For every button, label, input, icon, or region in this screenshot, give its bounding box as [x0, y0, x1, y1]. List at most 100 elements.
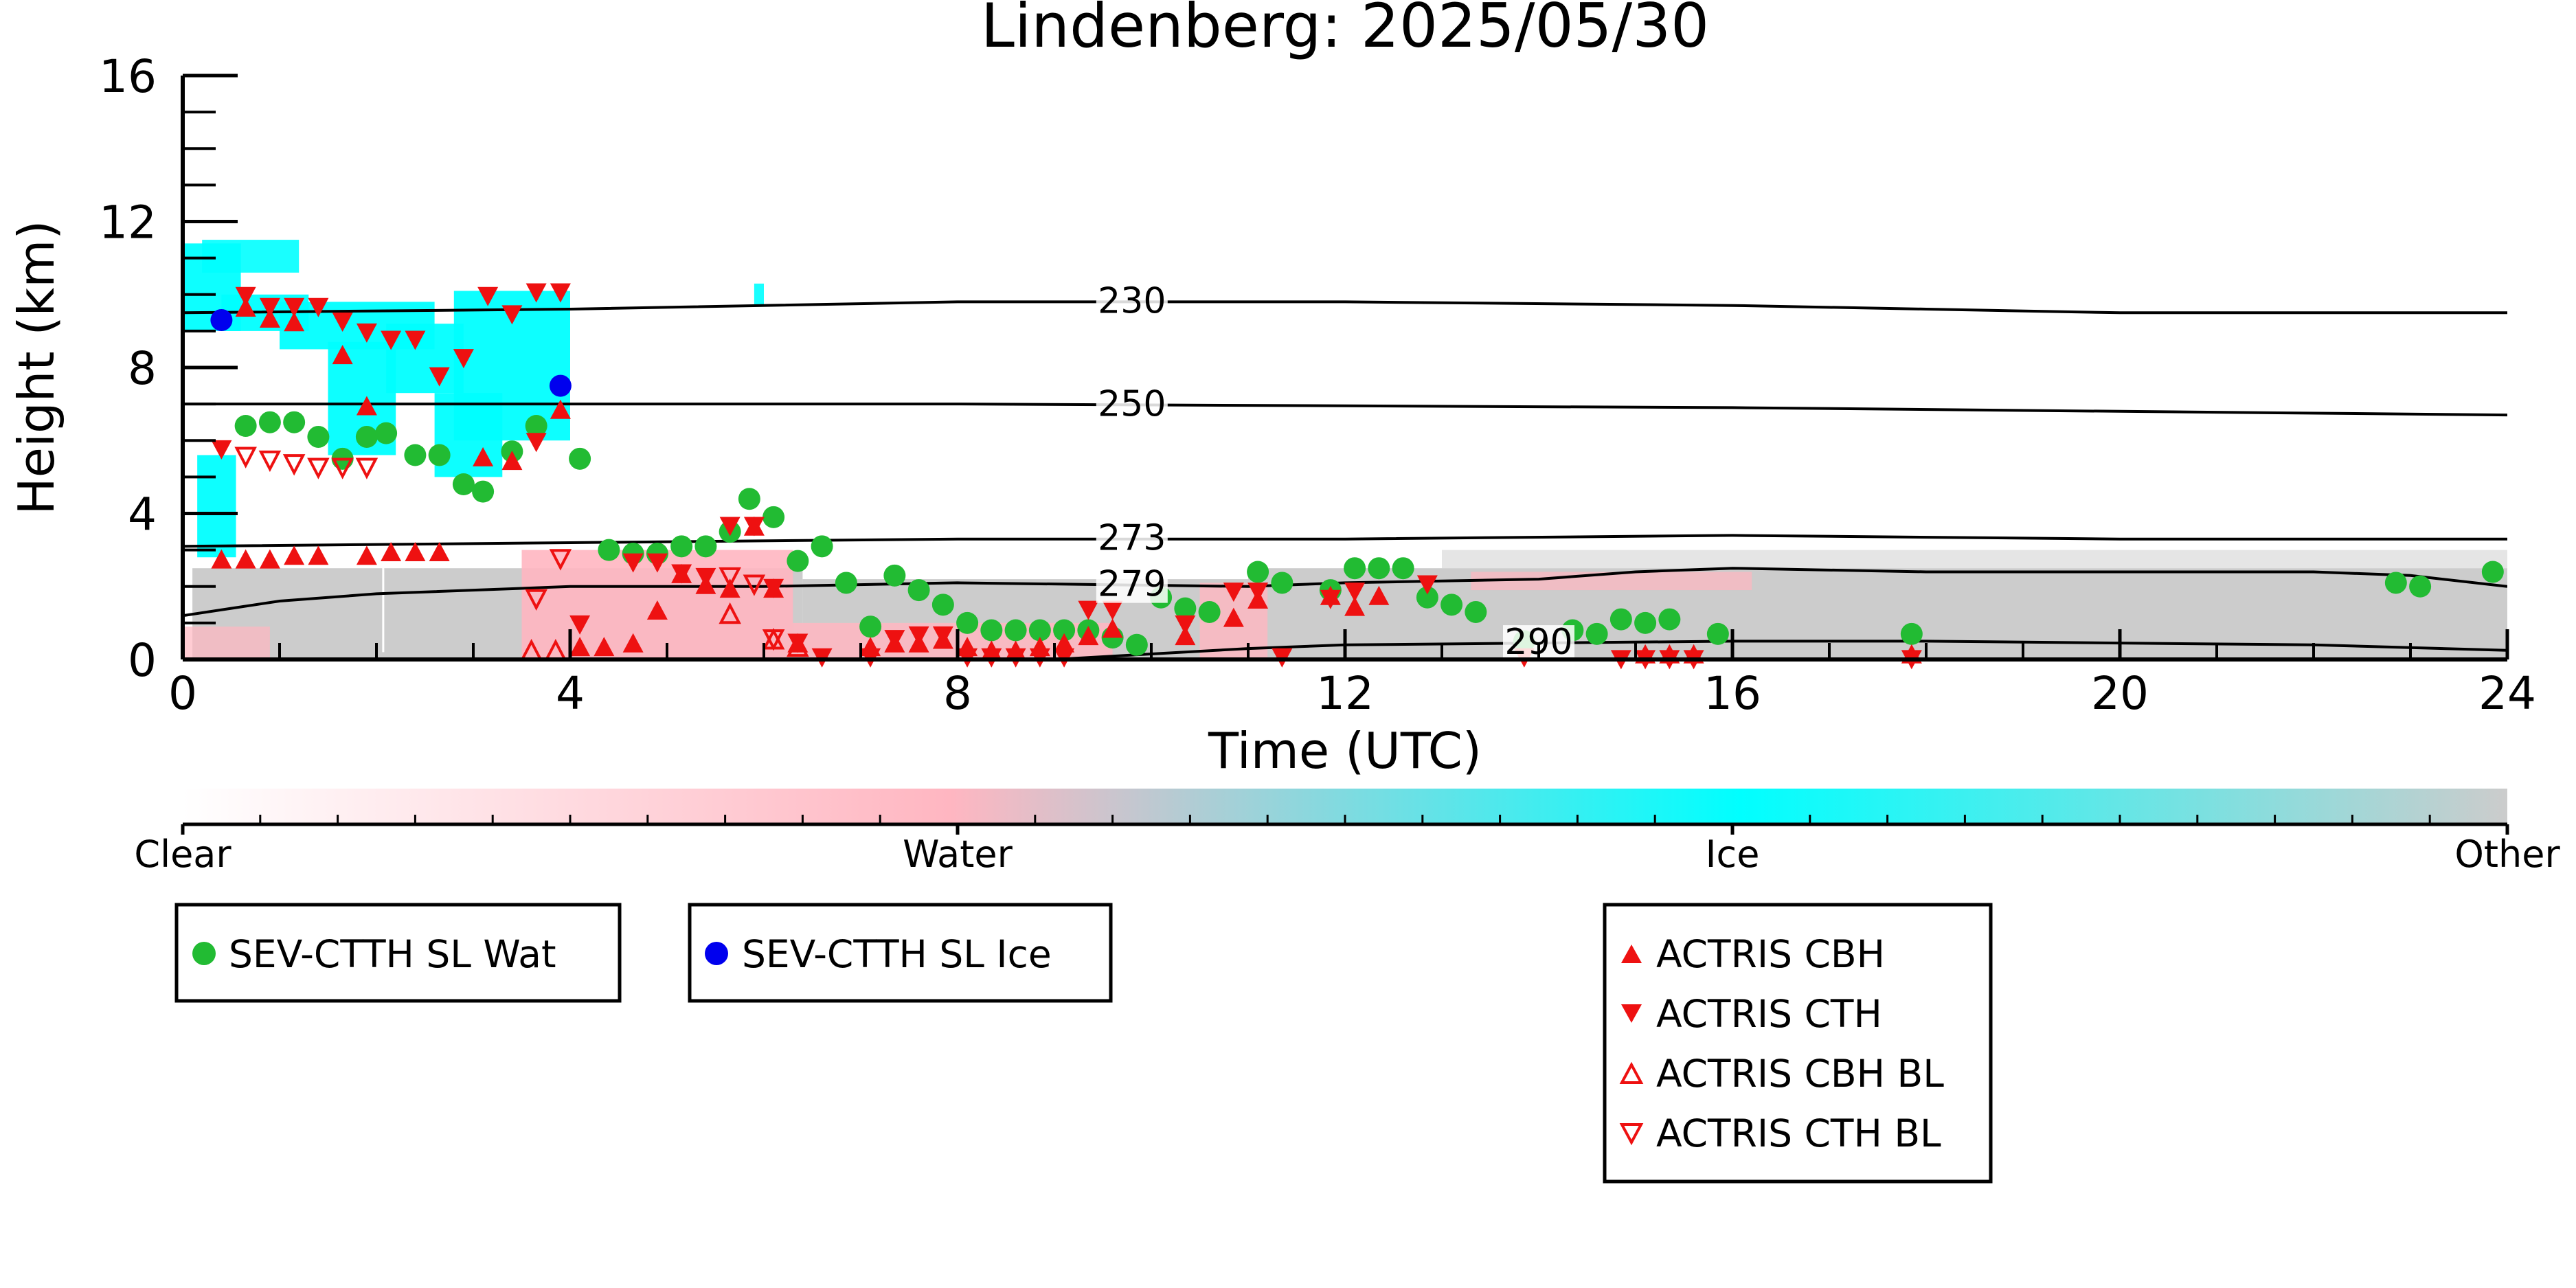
marker-actris-cth-6 [356, 323, 377, 343]
marker-actris-cbh-bl-2 [719, 602, 741, 624]
colorbar-ticks [181, 815, 2509, 835]
marker-actris-cbh-5 [259, 549, 280, 569]
marker-sev-ctth-sl-wat-26 [883, 564, 906, 587]
legend-marker-actris-cbh-bl [1619, 1061, 1644, 1084]
marker-actris-cth-8 [405, 330, 426, 350]
marker-sev-ctth-sl-wat-0 [234, 415, 257, 437]
marker-actris-cth-0 [211, 440, 232, 460]
colorbar-label-ice: Ice [1706, 833, 1760, 876]
legend-marker-sev-ice [705, 942, 728, 965]
marker-sev-ctth-sl-wat-59 [2481, 561, 2504, 583]
marker-actris-cbh-43 [1368, 585, 1390, 605]
marker-sev-ctth-sl-wat-21 [762, 506, 785, 528]
marker-actris-cbh-35 [1054, 633, 1075, 653]
chart-title: Lindenberg: 2025/05/30 [981, 0, 1709, 61]
isotherm-line-250 [183, 403, 2507, 417]
marker-sev-ctth-sl-wat-39 [1198, 600, 1221, 623]
marker-actris-cbh-16 [550, 399, 571, 419]
legend-marker-actris-cbh [1621, 945, 1642, 963]
marker-sev-ctth-sl-wat-52 [1609, 608, 1632, 631]
marker-actris-cth-bl-4 [331, 457, 354, 479]
marker-actris-cth-bl-7 [549, 549, 572, 571]
marker-actris-cth-18 [646, 553, 668, 573]
marker-sev-ctth-sl-wat-58 [2409, 575, 2432, 598]
marker-sev-ctth-sl-wat-5 [355, 425, 378, 448]
marker-sev-ctth-sl-wat-32 [1028, 619, 1051, 642]
marker-sev-ctth-sl-wat-8 [428, 444, 451, 466]
y-tick-label-0: 0 [128, 634, 157, 687]
marker-sev-ctth-sl-wat-36 [1125, 633, 1148, 656]
marker-actris-cbh-13 [429, 541, 450, 561]
marker-actris-cbh-38 [1175, 626, 1196, 646]
marker-actris-cbh-20 [646, 600, 668, 620]
colorbar-label-water: Water [903, 833, 1013, 876]
marker-actris-cth-17 [622, 553, 644, 573]
marker-actris-cth-5 [332, 312, 353, 332]
marker-actris-cbh-42 [1344, 596, 1366, 616]
isotherm-line-273 [183, 534, 2507, 548]
marker-actris-cbh-2 [259, 308, 280, 328]
marker-actris-cth-37 [1175, 615, 1196, 635]
marker-actris-cth-bl-5 [355, 457, 379, 479]
marker-actris-cbh-12 [405, 541, 426, 561]
marker-sev-ctth-sl-wat-7 [404, 444, 427, 466]
marker-actris-cth-15 [526, 433, 547, 453]
marker-sev-ctth-sl-wat-27 [907, 579, 930, 602]
marker-actris-cbh-7 [308, 545, 329, 565]
marker-sev-ctth-sl-wat-1 [258, 411, 281, 433]
marker-sev-ctth-sl-wat-17 [670, 535, 693, 558]
colorbar-label-clear: Clear [134, 833, 231, 876]
x-axis-label: Time (UTC) [1208, 722, 1482, 780]
marker-actris-cth-43 [1416, 575, 1438, 595]
y-tick-label-4: 4 [128, 488, 157, 541]
isotherm-label-279: 279 [1098, 564, 1166, 605]
legend-marker-sev-wat [192, 942, 216, 965]
marker-actris-cth-bl-9 [743, 574, 766, 596]
marker-sev-ctth-sl-wat-14 [598, 539, 620, 561]
marker-actris-cbh-18 [594, 637, 615, 657]
marker-actris-cbh-4 [235, 549, 256, 569]
marker-actris-cbh-10 [356, 545, 377, 565]
marker-sev-ctth-sl-wat-31 [1004, 619, 1027, 642]
marker-actris-cbh-17 [569, 637, 591, 657]
legend-sev-ice: SEV-CTTH SL Ice [688, 903, 1113, 1003]
marker-actris-cth-29 [932, 626, 953, 646]
legend-marker-actris-cth [1621, 1004, 1642, 1023]
marker-actris-cth-14 [550, 283, 571, 303]
marker-actris-cth-41 [1320, 589, 1341, 609]
marker-sev-ctth-sl-wat-48 [1465, 600, 1487, 623]
marker-actris-cth-bl-8 [719, 567, 741, 589]
marker-actris-cbh-11 [381, 541, 402, 561]
marker-sev-ctth-sl-wat-43 [1344, 557, 1366, 580]
legend-label-actris-cbh-bl: ACTRIS CBH BL [1656, 1052, 1944, 1096]
x-tick-label-20: 20 [2091, 667, 2149, 720]
marker-actris-cth-7 [381, 330, 402, 350]
marker-actris-cth-bl-2 [282, 454, 306, 476]
marker-actris-cbh-39 [1223, 607, 1244, 627]
marker-sev-ctth-sl-wat-13 [569, 447, 591, 470]
marker-actris-cbh-6 [284, 545, 305, 565]
marker-actris-cth-36 [1102, 600, 1123, 620]
marker-actris-cbh-3 [284, 312, 305, 332]
marker-sev-ctth-sl-wat-24 [835, 572, 857, 594]
x-tick-label-8: 8 [943, 667, 972, 720]
legend-sev-wat: SEV-CTTH SL Wat [174, 903, 622, 1003]
marker-actris-cth-23 [763, 578, 784, 598]
marker-actris-cth-bl-3 [307, 457, 330, 479]
marker-sev-ctth-sl-wat-23 [811, 535, 833, 558]
marker-actris-cth-bl-0 [234, 447, 257, 468]
marker-sev-ctth-sl-wat-47 [1440, 594, 1463, 616]
marker-actris-cth-22 [743, 517, 765, 536]
isotherm-line-230 [183, 300, 2507, 315]
isotherm-label-250: 250 [1098, 383, 1166, 425]
colorbar-label-other: Other [2454, 833, 2560, 876]
marker-actris-cbh-19 [622, 633, 644, 653]
phase-colorbar: Clear Water Ice Other [134, 789, 2560, 876]
marker-sev-ctth-sl-wat-18 [694, 535, 717, 558]
marker-actris-cth-1 [235, 286, 256, 306]
x-tick-label-12: 12 [1316, 667, 1374, 720]
legend-label-actris-cth-bl: ACTRIS CTH BL [1656, 1111, 1941, 1155]
marker-actris-cth-4 [308, 297, 329, 317]
